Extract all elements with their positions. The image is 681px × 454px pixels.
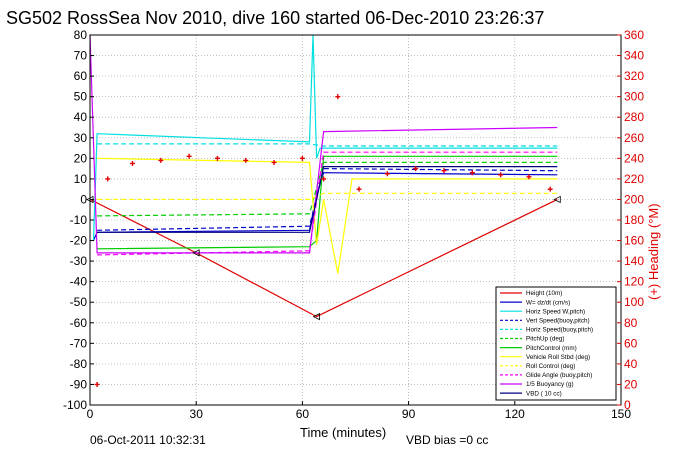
legend-label: VBD ( 10 cc) — [526, 390, 562, 397]
y-tick-label: -20 — [70, 234, 88, 248]
heading-point — [441, 168, 447, 174]
timestamp: 06-Oct-2011 10:32:31 — [90, 433, 206, 447]
y2-tick-label: 40 — [624, 357, 638, 371]
series-line-pitchup-deg — [97, 161, 558, 217]
series-line-vbd-10-cc — [97, 166, 558, 233]
series-line-1-5-buoyancy-g — [89, 34, 558, 254]
series-line-glide-angle-buoy-pitch — [97, 151, 558, 256]
y2-tick-label: 160 — [624, 234, 644, 248]
series-line-roll-control-deg — [97, 192, 558, 200]
y-tick-label: -40 — [70, 275, 88, 289]
y2-tick-label: 180 — [624, 213, 644, 227]
vbd-bias-label: VBD bias =0 cc — [406, 433, 488, 447]
series-line-vehicle-roll-stbd-deg — [97, 157, 558, 274]
heading-point — [321, 176, 327, 182]
legend-label: W= dz/dt (cm/s) — [526, 299, 570, 306]
y-tick-label: 40 — [74, 110, 88, 124]
y2-tick-label: 120 — [624, 275, 644, 289]
y2-tick-label: 300 — [624, 90, 644, 104]
y-tick-label: -50 — [70, 295, 88, 309]
series-markers — [86, 94, 561, 387]
heading-point — [105, 176, 111, 182]
x-tick-label: 120 — [505, 407, 525, 421]
y2-tick-label: 0 — [624, 398, 631, 412]
x-tick-label: 0 — [87, 407, 94, 421]
y-tick-label: 60 — [74, 69, 88, 83]
y-tick-label: 50 — [74, 90, 88, 104]
y2-tick-label: 340 — [624, 49, 644, 63]
y2-tick-label: 80 — [624, 316, 638, 330]
x-tick-label: 30 — [190, 407, 204, 421]
y-tick-label: -30 — [70, 254, 88, 268]
y2-tick-label: 320 — [624, 69, 644, 83]
heading-point — [547, 186, 553, 192]
right-y-axis-ticks: 3603403203002802602402202001801601401201… — [617, 28, 644, 412]
y-tick-label: -80 — [70, 357, 88, 371]
y-tick-label: -100 — [63, 398, 87, 412]
heading-point — [94, 381, 100, 387]
y-tick-label: 80 — [74, 28, 88, 42]
y2-tick-label: 220 — [624, 172, 644, 186]
heading-point — [356, 186, 362, 192]
series-lines — [89, 34, 558, 318]
y2-tick-label: 260 — [624, 131, 644, 145]
y2-tick-label: 280 — [624, 110, 644, 124]
legend-label: PitchControl (mm) — [526, 345, 577, 352]
y-tick-label: -10 — [70, 213, 88, 227]
right-y-axis-label: (+) Heading (°M) — [646, 203, 661, 300]
legend-label: Glide Angle (buoy,pitch) — [526, 372, 592, 379]
y-tick-label: -70 — [70, 336, 88, 350]
y-tick-label: 10 — [74, 172, 88, 186]
legend-label: Horiz Speed W,pitch) — [526, 308, 585, 315]
legend-label: Horiz Speed(buoy,pitch) — [526, 327, 593, 334]
legend: Height (10m) W= dz/dt (cm/s) Horiz Speed W… — [495, 286, 617, 401]
legend-label: PitchUp (deg) — [526, 336, 565, 343]
x-axis-label: Time (minutes) — [300, 425, 386, 440]
x-tick-label: 90 — [402, 407, 416, 421]
x-tick-label: 60 — [296, 407, 310, 421]
y-tick-label: 0 — [80, 192, 87, 206]
heading-point — [271, 159, 277, 165]
heading-point — [413, 166, 419, 172]
y-tick-label: 20 — [74, 151, 88, 165]
series-line-horiz-speed-buoy-pitch — [97, 143, 558, 147]
y-tick-label: 70 — [74, 49, 88, 63]
y2-tick-label: 240 — [624, 151, 644, 165]
legend-label: 1/5 Buoyancy (g) — [526, 381, 574, 388]
height-point — [192, 249, 200, 257]
heading-point — [158, 157, 164, 163]
heading-point — [186, 153, 192, 159]
x-tick-label: 150 — [611, 407, 631, 421]
heading-point — [243, 157, 249, 163]
legend-box — [495, 286, 617, 401]
legend-label: Vert Speed(buoy,pitch) — [526, 318, 590, 325]
legend-label: Roll Control (deg) — [526, 363, 575, 370]
y2-tick-label: 140 — [624, 254, 644, 268]
y2-tick-label: 360 — [624, 28, 644, 42]
chart-title: SG502 RossSea Nov 2010, dive 160 started… — [6, 8, 544, 28]
heading-point — [214, 155, 220, 161]
series-line-height-10m — [89, 198, 558, 318]
legend-label: Height (10m) — [526, 290, 562, 297]
x-axis-ticks: 0 30 60 90 120 150 — [87, 401, 631, 421]
y2-tick-label: 60 — [624, 336, 638, 350]
heading-point — [469, 170, 475, 176]
y2-tick-label: 200 — [624, 192, 644, 206]
y-tick-label: -60 — [70, 316, 88, 330]
y2-tick-label: 100 — [624, 295, 644, 309]
heading-point — [299, 155, 305, 161]
heading-point — [335, 94, 341, 100]
y-tick-label: -90 — [70, 377, 88, 391]
left-y-axis-ticks: 80 70 60 50 40 30 20 10 0 -10 -20 -30 -40 -50 -60 -70 -8… — [63, 28, 94, 412]
height-point — [553, 195, 561, 204]
legend-label: Vehicle Roll Stbd (deg) — [526, 354, 590, 361]
heading-point — [526, 174, 532, 180]
y2-tick-label: 20 — [624, 377, 638, 391]
heading-point — [129, 160, 135, 166]
heading-point — [384, 171, 390, 177]
heading-point — [498, 172, 504, 178]
height-point — [312, 312, 320, 321]
y-tick-label: 30 — [74, 131, 88, 145]
